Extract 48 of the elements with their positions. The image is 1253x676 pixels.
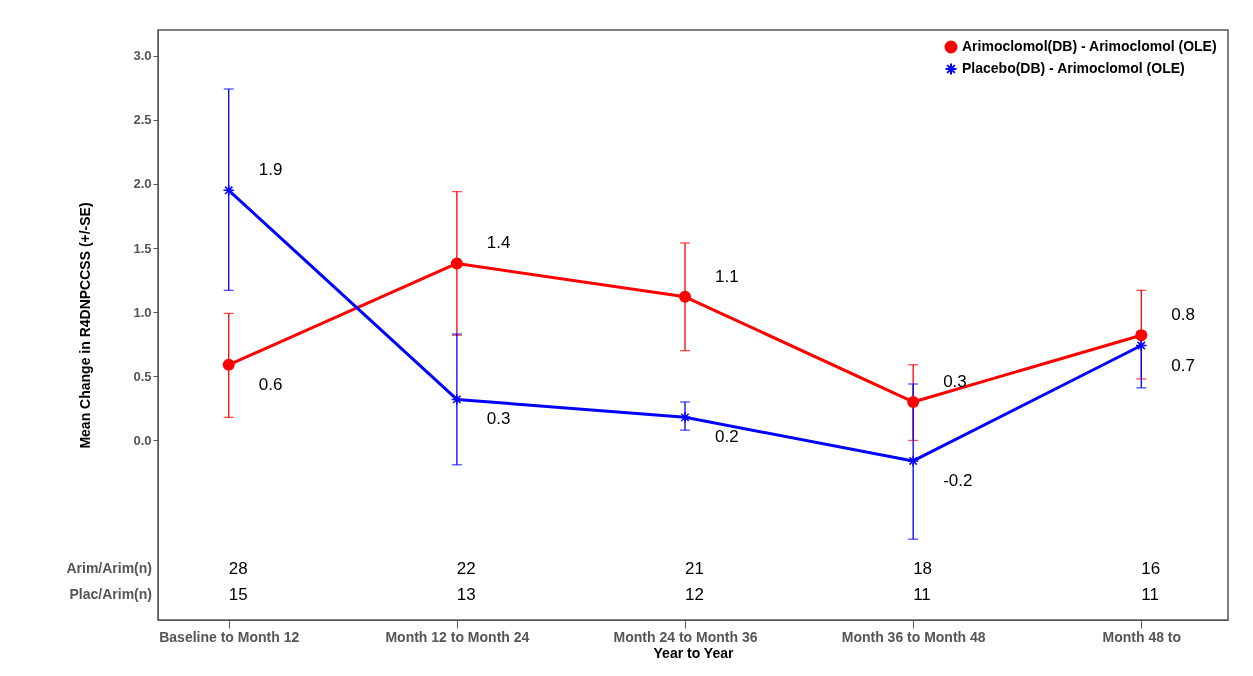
legend-label: Arimoclomol(DB) - Arimoclomol (OLE) [962,38,1217,54]
legend-label: Placebo(DB) - Arimoclomol (OLE) [962,60,1185,76]
point [1135,339,1148,352]
y-tick-label: 2.5 [133,112,152,128]
point [907,395,920,408]
data-label: 0.6 [258,374,283,394]
data-label: 1.9 [258,160,283,180]
data-label: 0.3 [943,371,967,391]
annotation: 15 [228,585,248,604]
data-label: 1.4 [486,233,511,253]
data-label: 0.8 [1171,305,1195,325]
y-tick-label: 1.0 [133,304,152,320]
point [1135,329,1148,342]
y-tick-label: 1.5 [133,240,152,256]
text: Plac/Arim(n) [69,586,152,602]
annotation: 28 [228,559,248,578]
data-label: -0.2 [943,470,973,490]
y-tick-label: 2.0 [133,176,152,192]
y-axis-title: Mean Change in R4DNPCCSS (+/-SE) [77,202,94,449]
point [450,257,463,270]
annotation: 18 [913,559,933,578]
annotation: 16 [1141,559,1161,578]
x-tick-label: Month 48 to [1102,628,1182,645]
point [222,184,235,197]
data-label: 0.3 [486,409,511,429]
point [907,454,920,467]
point [222,358,235,371]
annotation: 12 [685,585,704,604]
data-label: 0.7 [1171,355,1195,375]
y-tick-label: 3.0 [133,48,152,64]
x-axis-title: Year to Year [653,644,734,661]
y-tick-label: 0.5 [133,368,152,384]
annotation: 22 [456,559,476,578]
annotation: 21 [685,559,704,578]
annotation: 13 [456,585,476,604]
x-tick-label: Month 24 to Month 36 [613,628,758,645]
x-tick-label: Month 12 to Month 24 [385,628,530,645]
x-tick-label: Baseline to Month 12 [159,628,300,645]
data-label: 1.1 [715,266,739,286]
point [679,411,692,424]
y-tick-label: 0.0 [133,432,152,448]
point [679,290,692,303]
point [450,393,463,406]
x-tick-label: Month 36 to Month 48 [841,628,986,645]
data-label: 0.2 [715,427,739,447]
text: Arim/Arim(n) [66,560,152,576]
annotation: 11 [1141,585,1159,604]
annotation: 11 [913,585,931,604]
